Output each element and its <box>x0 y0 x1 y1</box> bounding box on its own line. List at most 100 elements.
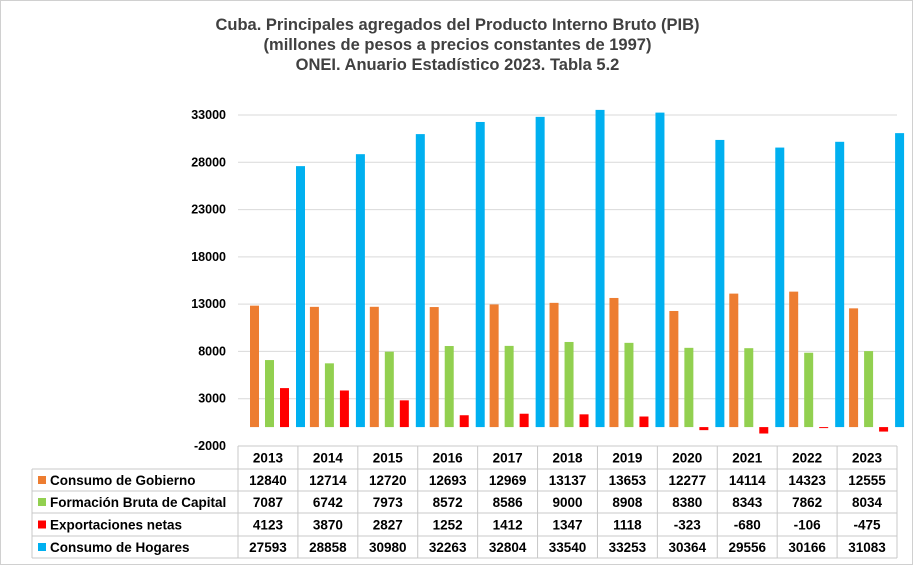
y-tick-label: 33000 <box>191 108 226 122</box>
chart-title-line-2: (millones de pesos a precios constantes … <box>263 36 652 54</box>
data-label: 12555 <box>848 473 886 488</box>
data-label: 2827 <box>373 518 403 533</box>
y-tick-label: 3000 <box>198 392 226 406</box>
bar <box>835 141 845 428</box>
data-label: 30166 <box>788 540 826 555</box>
bar <box>849 308 859 428</box>
legend-key <box>38 520 46 529</box>
data-label: -475 <box>854 518 882 533</box>
legend-entry: Formación Bruta de Capital <box>50 495 226 510</box>
data-label: 7087 <box>253 495 283 510</box>
x-tick-label: 2017 <box>493 451 523 466</box>
y-axis-tick-labels: 33000 28000 23000 18000 13000 8000 3000 -2000 <box>191 108 226 453</box>
data-label: 33253 <box>609 540 647 555</box>
data-label: 13653 <box>609 473 647 488</box>
x-tick-label: 2018 <box>552 451 583 466</box>
bar <box>775 147 785 428</box>
data-label: 7862 <box>792 495 822 510</box>
x-tick-label: 2013 <box>253 451 284 466</box>
bar <box>296 166 305 428</box>
bar <box>459 415 469 428</box>
data-label: 31083 <box>848 540 886 555</box>
bar <box>399 400 409 428</box>
y-tick-label: 13000 <box>191 297 226 311</box>
x-tick-label: 2022 <box>792 451 822 466</box>
data-label: 12969 <box>489 473 527 488</box>
bar <box>429 307 439 428</box>
bar <box>339 390 349 428</box>
data-label: 14323 <box>788 473 826 488</box>
data-label: 8586 <box>493 495 524 510</box>
data-label: 13137 <box>549 473 587 488</box>
data-label: 14114 <box>729 473 766 488</box>
x-tick-label: 2019 <box>612 451 642 466</box>
bar <box>864 351 874 428</box>
data-label: 12277 <box>669 473 707 488</box>
data-label: 3870 <box>313 518 343 533</box>
bar <box>535 116 545 428</box>
data-label: 12693 <box>429 473 467 488</box>
chart-title-line-3: ONEI. Anuario Estadístico 2023. Tabla 5.… <box>295 56 620 74</box>
legend-key <box>38 476 46 484</box>
bar <box>519 413 529 428</box>
legend-key <box>38 543 46 551</box>
data-label: 32263 <box>429 540 467 555</box>
data-label: 28858 <box>309 540 347 555</box>
bar <box>669 310 679 428</box>
y-tick-label: 8000 <box>198 344 226 358</box>
bar <box>729 293 739 428</box>
bar <box>579 414 589 428</box>
data-label: 29556 <box>728 540 766 555</box>
data-label: 33540 <box>549 540 587 555</box>
data-table: 2013 2014 2015 2016 2017 2018 2019 2020 2021 2022… <box>31 445 898 559</box>
bar <box>595 109 605 428</box>
data-label: 8572 <box>433 495 463 510</box>
bar <box>655 112 665 428</box>
data-label: 12840 <box>249 473 287 488</box>
bar <box>250 305 259 428</box>
bar <box>744 348 754 428</box>
bar <box>475 121 485 428</box>
bar <box>384 351 394 428</box>
data-label: 30980 <box>369 540 407 555</box>
bar <box>684 347 694 428</box>
legend-key <box>38 498 46 506</box>
bar <box>564 341 574 428</box>
bar <box>324 363 334 428</box>
x-tick-label: 2016 <box>433 451 464 466</box>
bar <box>444 346 454 428</box>
bar <box>415 134 425 428</box>
data-label: -106 <box>794 518 822 533</box>
bar <box>804 352 814 428</box>
data-label: 1412 <box>493 518 523 533</box>
legend-entry: Consumo de Hogares <box>50 540 190 555</box>
bar <box>265 360 274 428</box>
data-label: 32804 <box>489 540 527 555</box>
bar <box>789 291 799 428</box>
bar <box>369 306 379 428</box>
data-label: 12720 <box>369 473 407 488</box>
data-label: -323 <box>674 518 702 533</box>
y-tick-label: -2000 <box>194 439 226 453</box>
data-label: 1252 <box>433 518 463 533</box>
data-label: 27593 <box>249 540 287 555</box>
bar <box>639 416 649 428</box>
y-tick-label: 18000 <box>191 250 226 264</box>
bar <box>609 297 619 428</box>
data-label: 1347 <box>552 518 582 533</box>
bar <box>715 139 725 428</box>
bar <box>355 154 365 428</box>
chart-title: Cuba. Principales agregados del Producto… <box>0 15 915 75</box>
data-label: 9000 <box>552 495 582 510</box>
bar <box>489 304 499 428</box>
bar <box>699 427 709 431</box>
x-tick-label: 2020 <box>672 451 702 466</box>
x-tick-label: 2023 <box>852 451 883 466</box>
bar <box>624 342 634 428</box>
bar <box>280 388 289 428</box>
data-label: 7973 <box>373 495 404 510</box>
y-tick-label: 23000 <box>191 203 226 217</box>
x-tick-label: 2015 <box>373 451 404 466</box>
